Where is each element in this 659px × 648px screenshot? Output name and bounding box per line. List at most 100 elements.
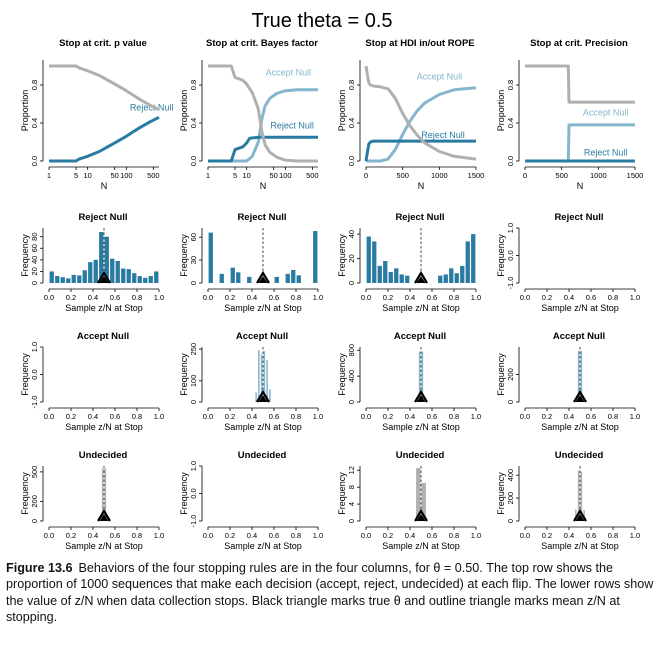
y-tick-label: 200 <box>506 368 515 381</box>
y-tick-label: 200 <box>506 492 515 505</box>
y-tick-label: 1.0 <box>189 461 198 471</box>
y-tick-label: 250 <box>189 343 198 356</box>
histogram-bar <box>583 510 585 521</box>
x-tick-label: 0.4 <box>247 531 257 540</box>
x-tick-label: 500 <box>555 171 568 180</box>
panel-title: Stop at crit. p value <box>59 38 147 49</box>
x-tick-label: 10 <box>242 171 250 180</box>
x-axis-label: Sample z/N at Stop <box>382 422 460 432</box>
y-tick-label: 0 <box>189 400 198 404</box>
histogram-bar <box>219 273 224 283</box>
histogram-bar <box>154 271 159 283</box>
panels-group: Stop at crit. p value 0.0 0.4 0.8 Proportion… <box>20 38 643 551</box>
x-tick-label: 0.6 <box>110 412 120 421</box>
panel-title: Accept Null <box>394 331 446 342</box>
y-tick-label: 100 <box>189 375 198 388</box>
x-tick-label: 0.0 <box>520 412 530 421</box>
x-tick-label: 0.0 <box>203 412 213 421</box>
histogram-bar <box>366 236 371 283</box>
caption-number: Figure 13.6 <box>6 561 73 575</box>
histogram-bar <box>454 273 459 283</box>
y-tick-label: 0.8 <box>189 80 198 90</box>
y-axis-label: Frequency <box>496 472 506 515</box>
mean-triangle-marker <box>256 270 270 284</box>
x-tick-label: 0.2 <box>383 531 393 540</box>
histogram-bar <box>394 268 399 283</box>
y-tick-label: 0.0 <box>506 250 515 260</box>
x-tick-label: 1.0 <box>313 293 323 302</box>
histogram-bar <box>388 272 393 283</box>
x-tick-label: 0.0 <box>520 293 530 302</box>
series-label: Reject Null <box>584 147 628 157</box>
figure-canvas: True theta = 0.5 Stop at crit. p value 0.… <box>20 10 643 551</box>
x-tick-label: 0.2 <box>542 293 552 302</box>
histogram-bar <box>121 268 126 283</box>
x-tick-label: 5 <box>74 171 78 180</box>
series-line-accept-null <box>208 88 318 163</box>
panel-title: Undecided <box>79 450 128 461</box>
x-tick-label: 0.4 <box>88 293 98 302</box>
panel-title: Accept Null <box>553 331 605 342</box>
true-theta-triangle-marker <box>99 514 109 522</box>
histogram-bar <box>313 231 318 283</box>
histogram-bar <box>274 276 279 283</box>
histogram-bar <box>296 275 301 283</box>
y-tick-label: 8 <box>347 485 356 489</box>
histogram-bar <box>247 276 252 283</box>
x-tick-label: 0.6 <box>586 412 596 421</box>
series-line-reject-null <box>208 135 318 163</box>
panel-title: Undecided <box>396 450 445 461</box>
x-tick-label: 0.4 <box>405 412 415 421</box>
x-tick-label: 0.4 <box>564 531 574 540</box>
y-tick-label: 0.4 <box>347 118 356 128</box>
x-tick-label: 0.2 <box>66 293 76 302</box>
histogram-bar <box>577 351 580 402</box>
x-tick-label: 0.0 <box>44 531 54 540</box>
y-tick-label: 0 <box>347 281 356 285</box>
histogram-bar <box>449 268 454 283</box>
y-tick-label: 200 <box>30 495 39 508</box>
y-axis-label: Proportion <box>20 90 30 132</box>
true-theta-triangle-marker <box>258 395 268 403</box>
x-tick-label: 0.2 <box>542 412 552 421</box>
y-tick-label: 40 <box>30 256 39 264</box>
panel-title: Reject Null <box>554 212 603 223</box>
x-tick-label: 0.8 <box>608 531 618 540</box>
x-tick-label: 1000 <box>590 171 607 180</box>
histogram-bar <box>230 267 235 283</box>
histogram-bar <box>137 276 142 283</box>
true-theta-triangle-marker <box>416 395 426 403</box>
series-label: Reject Null <box>270 121 314 131</box>
x-tick-label: 1.0 <box>313 412 323 421</box>
histogram-bar <box>421 482 426 521</box>
x-tick-label: 0.2 <box>542 531 552 540</box>
series-label: Accept Null <box>417 71 463 81</box>
histogram-bar <box>438 275 443 283</box>
x-tick-label: 1.0 <box>471 293 481 302</box>
x-axis-label: Sample z/N at Stop <box>541 541 619 551</box>
x-axis-label: Sample z/N at Stop <box>65 303 143 313</box>
panel-title: Stop at crit. Precision <box>530 38 628 49</box>
y-tick-label: 0.4 <box>506 118 515 128</box>
x-tick-label: 0.6 <box>269 412 279 421</box>
histogram-bar <box>55 276 60 283</box>
true-theta-triangle-marker <box>416 514 426 522</box>
x-axis-label: Sample z/N at Stop <box>65 422 143 432</box>
histogram-bar <box>236 272 241 283</box>
series-line-undecided <box>364 65 477 161</box>
y-tick-label: 60 <box>189 233 198 241</box>
x-tick-label: 5 <box>233 171 237 180</box>
histogram-bar <box>580 351 583 402</box>
x-tick-label: 0.8 <box>132 531 142 540</box>
x-tick-label: 500 <box>396 171 409 180</box>
histogram-bar <box>66 278 71 283</box>
figure-title: True theta = 0.5 <box>251 10 392 32</box>
y-axis-label: Frequency <box>496 234 506 277</box>
y-tick-label: 4 <box>347 502 356 506</box>
